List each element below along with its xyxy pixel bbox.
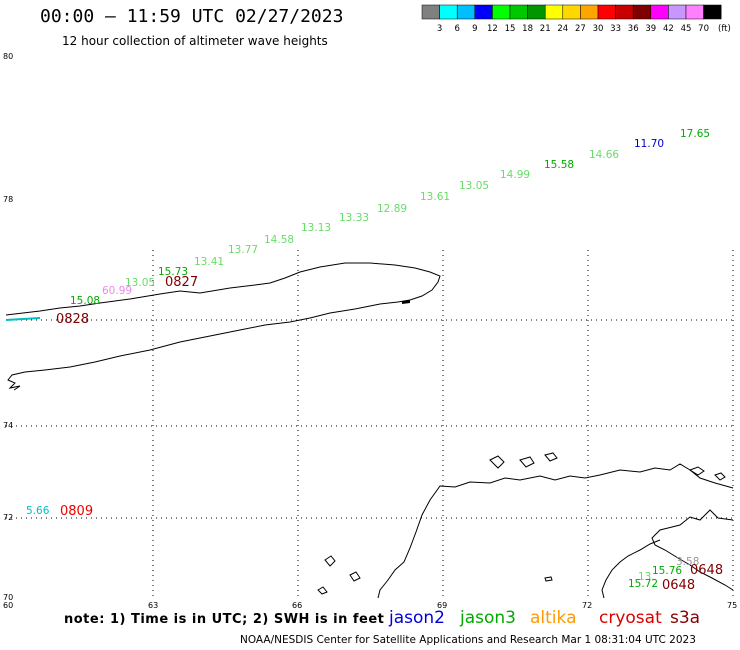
wave-height-label: 13. — [638, 571, 655, 583]
lon-label: 63 — [148, 601, 158, 610]
wave-height-label: 15.73 — [158, 266, 188, 278]
wave-height-label: 12.89 — [377, 203, 407, 215]
coastline-mainland — [377, 463, 734, 599]
legend-swatch — [474, 4, 493, 20]
wave-height-label: 15.08 — [70, 295, 100, 307]
wave-height-label: 60.99 — [102, 285, 132, 297]
wave-height-labels: 17.65 11.70 14.66 15.58 14.99 13.05 13.61 12.89… — [26, 128, 710, 590]
legend-unit: (ft) — [718, 24, 731, 34]
legend-swatch — [544, 4, 564, 20]
legend-swatch — [685, 4, 704, 20]
legend-swatch — [527, 4, 546, 20]
legend-label: 15 — [505, 24, 516, 34]
legend-swatch — [439, 4, 458, 20]
wave-height-label: 3.58 — [676, 556, 699, 568]
pass-time-label: 0828 — [56, 312, 89, 327]
wave-height-label: 5.66 — [26, 505, 50, 517]
color-legend: 3 6 9 12 15 18 21 24 27 30 33 36 39 42 45 70 (ft) — [421, 4, 731, 34]
wave-height-label: 15.72 — [628, 578, 658, 590]
wave-height-label: 14.58 — [264, 234, 294, 246]
satellite-label-altika: altika — [530, 608, 577, 628]
wave-height-label: 13.61 — [420, 191, 450, 203]
legend-label: 39 — [645, 24, 656, 34]
footer-note: note: 1) Time is in UTC; 2) SWH is in fe… — [64, 612, 385, 627]
legend-label: 33 — [610, 24, 621, 34]
lat-label: 72 — [3, 513, 13, 522]
map-subtitle: 12 hour collection of altimeter wave hei… — [62, 34, 328, 48]
pass-time-label: 0827 — [165, 275, 198, 290]
wave-height-label: 13.13 — [301, 222, 331, 234]
legend-label: 30 — [593, 24, 604, 34]
legend-swatch — [650, 4, 669, 20]
wave-height-label: 13.05 — [459, 180, 489, 192]
satellite-label-s3a: s3a — [670, 608, 701, 628]
legend-swatch — [456, 4, 476, 20]
wave-height-label: 15.76 — [652, 565, 682, 577]
coastline-island-inlet — [402, 300, 410, 304]
lat-label: 70 — [3, 593, 13, 602]
legend-label: 27 — [575, 24, 586, 34]
wave-height-label: 13.33 — [339, 212, 369, 224]
legend-swatch — [421, 4, 440, 20]
wave-height-label: 13.05 — [125, 277, 155, 289]
wave-height-label: 17.65 — [680, 128, 710, 140]
wave-height-label: 14.99 — [500, 169, 530, 181]
legend-swatch — [597, 4, 616, 20]
legend-swatch — [562, 4, 581, 20]
legend-label: 70 — [698, 24, 709, 34]
wave-height-label: 14.66 — [589, 149, 619, 161]
legend-swatch — [492, 4, 511, 20]
wave-height-label: 11.70 — [634, 138, 664, 150]
legend-label: 6 — [454, 24, 459, 34]
satellite-label-jason2: jason2 — [389, 608, 445, 628]
legend-swatch — [615, 4, 634, 20]
legend-swatch — [703, 4, 722, 20]
legend-label: 9 — [472, 24, 477, 34]
pass-time-label: 0809 — [60, 504, 93, 519]
legend-label: 21 — [540, 24, 551, 34]
axis-labels: 80 78 74 72 70 60 63 66 69 72 75 — [3, 52, 737, 610]
pass-time-label: 0648 — [662, 578, 695, 593]
legend-label: 3 — [437, 24, 442, 34]
legend-swatch — [509, 4, 528, 20]
legend-swatch — [668, 4, 687, 20]
track-segment — [5, 317, 41, 321]
lon-label: 75 — [727, 601, 737, 610]
lon-label: 60 — [3, 601, 13, 610]
lat-label: 78 — [3, 195, 13, 204]
legend-label: 12 — [487, 24, 498, 34]
small-islands — [317, 452, 726, 595]
lon-label: 72 — [582, 601, 592, 610]
lon-label: 69 — [437, 601, 447, 610]
footer-credit: NOAA/NESDIS Center for Satellite Applica… — [240, 634, 696, 646]
grid-lines — [6, 250, 734, 598]
wave-height-label: 13.77 — [228, 244, 258, 256]
lon-label: 66 — [292, 601, 302, 610]
lat-label: 80 — [3, 52, 13, 61]
legend-swatch — [580, 4, 599, 20]
satellite-label-cryosat: cryosat — [599, 608, 662, 628]
wave-height-label: 13.41 — [194, 256, 224, 268]
satellite-label-jason3: jason3 — [460, 608, 516, 628]
legend-swatch — [632, 4, 652, 20]
legend-label: 18 — [522, 24, 533, 34]
legend-label: 45 — [681, 24, 692, 34]
coastline-island — [5, 262, 441, 391]
map-title: 00:00 – 11:59 UTC 02/27/2023 — [40, 6, 344, 27]
pass-time-label: 0648 — [690, 563, 723, 578]
legend-label: 42 — [663, 24, 674, 34]
lat-label: 74 — [3, 421, 13, 430]
legend-label: 36 — [628, 24, 639, 34]
legend-label: 24 — [557, 24, 568, 34]
wave-height-label: 15.58 — [544, 159, 574, 171]
